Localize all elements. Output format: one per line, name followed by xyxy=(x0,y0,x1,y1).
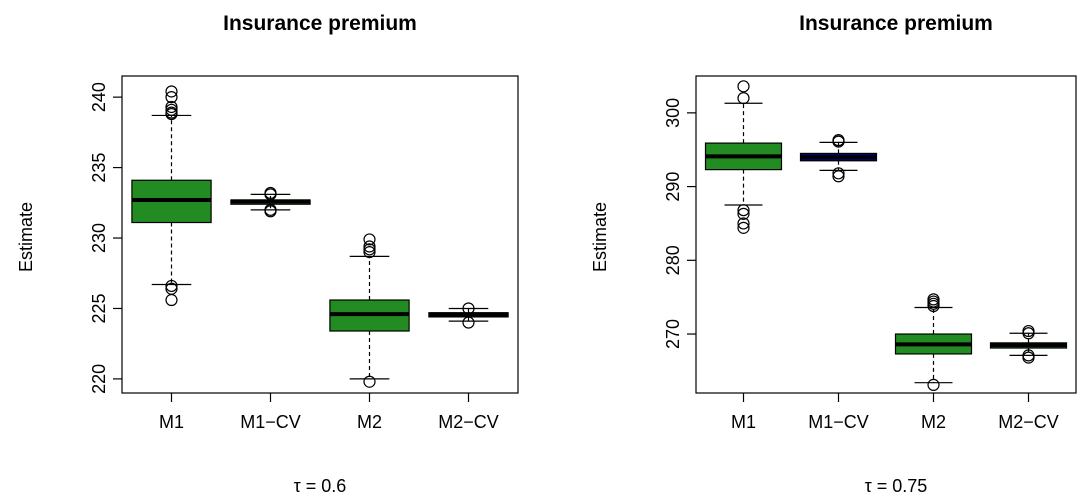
x-tick-label: M2 xyxy=(921,412,946,432)
outlier-point xyxy=(1022,349,1035,362)
outlier-point xyxy=(363,233,376,246)
outlier-point xyxy=(737,80,750,93)
outlier-point xyxy=(832,134,845,147)
box-4 xyxy=(428,302,509,329)
outlier-point xyxy=(462,316,475,329)
box-2 xyxy=(230,186,311,218)
panel1-title: Insurance premium xyxy=(223,12,417,35)
outlier-point xyxy=(165,85,178,98)
y-tick-label: 300 xyxy=(663,98,683,128)
y-tick-label: 290 xyxy=(663,172,683,202)
box-1 xyxy=(131,85,212,307)
outlier-point xyxy=(737,207,750,220)
outlier-point xyxy=(165,282,178,295)
y-tick-label: 240 xyxy=(89,82,109,112)
outlier-point xyxy=(165,279,178,293)
panel1-y-label: Estimate xyxy=(16,202,36,272)
panel2-plot-area: 270 280 290 300 M1 M1−CV M2 M2−CV xyxy=(663,75,1077,432)
outlier-point xyxy=(363,375,376,388)
outlier-point xyxy=(363,243,376,256)
outlier-point xyxy=(737,204,750,217)
outlier-point xyxy=(737,221,750,234)
panel-tau-0-75: Insurance premium Estimate τ = 0.75 2702… xyxy=(590,12,1077,496)
box-1 xyxy=(704,80,783,234)
y-tick-label: 230 xyxy=(89,223,109,253)
outlier-point xyxy=(165,103,178,116)
panel2-y-label: Estimate xyxy=(590,202,610,272)
box-3 xyxy=(894,293,973,391)
outlier-point xyxy=(927,378,940,391)
outlier-point xyxy=(264,203,277,216)
x-tick-label: M1−CV xyxy=(240,412,301,432)
plot-frame xyxy=(695,75,1077,394)
plot-frame xyxy=(121,75,519,394)
panel2-title: Insurance premium xyxy=(799,12,993,35)
panel2-x-label: τ = 0.75 xyxy=(865,476,928,496)
y-tick-label: 235 xyxy=(89,153,109,183)
x-tick-label: M2−CV xyxy=(438,412,499,432)
outlier-point xyxy=(832,170,845,183)
outlier-point xyxy=(363,246,376,259)
y-tick-label: 225 xyxy=(89,293,109,323)
outlier-point xyxy=(462,302,475,315)
panel1-x-label: τ = 0.6 xyxy=(294,476,347,496)
outlier-point xyxy=(165,100,178,114)
box-3 xyxy=(329,233,410,388)
y-tick-label: 270 xyxy=(663,319,683,349)
panel-tau-0-6: Insurance premium Estimate τ = 0.6 22022… xyxy=(16,12,519,496)
outlier-point xyxy=(165,293,178,307)
x-tick-label: M2 xyxy=(357,412,382,432)
x-tick-label: M2−CV xyxy=(998,412,1059,432)
outlier-point xyxy=(165,106,178,119)
outlier-point xyxy=(832,167,845,180)
outlier-point xyxy=(737,92,750,105)
outlier-point xyxy=(927,293,940,306)
outlier-point xyxy=(363,240,376,253)
box-2 xyxy=(799,134,878,183)
x-tick-label: M1−CV xyxy=(808,412,869,432)
outlier-point xyxy=(264,186,277,200)
box-4 xyxy=(989,324,1068,364)
panel1-plot-area: 220 225 230 235 240 M1 M1−CV M2 M2−CV xyxy=(89,75,519,432)
x-tick-label: M1 xyxy=(731,412,756,432)
outlier-point xyxy=(737,217,750,230)
outlier-point xyxy=(1022,324,1035,338)
y-tick-label: 220 xyxy=(89,364,109,394)
x-tick-label: M1 xyxy=(159,412,184,432)
y-tick-label: 280 xyxy=(663,245,683,275)
outlier-point xyxy=(165,91,178,104)
